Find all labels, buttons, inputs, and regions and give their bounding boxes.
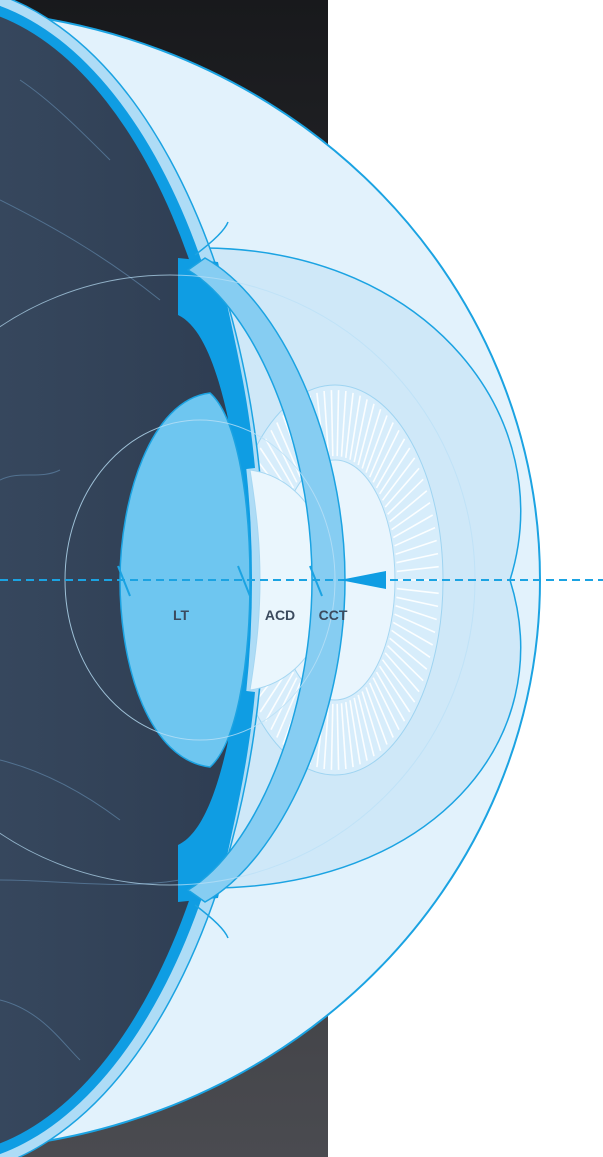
zonule-upper bbox=[194, 221, 229, 256]
label-cct: CCT bbox=[319, 607, 348, 623]
label-acd: ACD bbox=[265, 607, 295, 623]
incident-arrow bbox=[340, 571, 386, 589]
tick-cornea-posterior bbox=[309, 565, 323, 597]
zonule-lower bbox=[194, 904, 229, 939]
ciliary-body-upper bbox=[178, 258, 255, 470]
tick-lens-posterior bbox=[117, 565, 131, 597]
retinal-vessels bbox=[0, 79, 181, 1061]
tick-lens-anterior bbox=[237, 565, 251, 597]
ciliary-body-lower bbox=[178, 690, 255, 902]
cornea bbox=[186, 257, 346, 903]
label-lt: LT bbox=[173, 607, 190, 623]
